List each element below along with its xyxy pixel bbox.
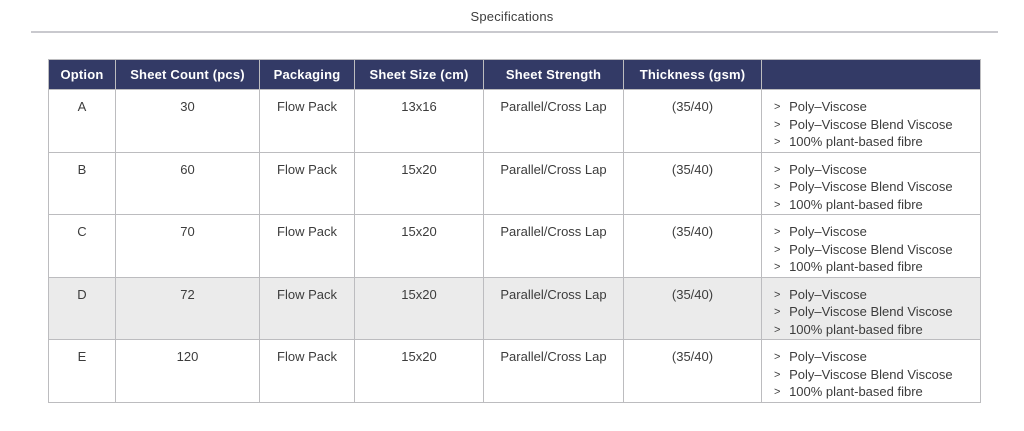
cell-sheet-strength: Parallel/Cross Lap <box>483 89 624 153</box>
header-thickness: Thickness (gsm) <box>623 59 762 90</box>
material-label: Poly–Viscose <box>789 161 867 177</box>
material-line: > Poly–Viscose Blend Viscose <box>774 304 974 322</box>
chevron-right-icon: > <box>774 351 781 363</box>
material-label: Poly–Viscose <box>789 349 867 364</box>
cell-option: A <box>48 89 116 153</box>
chevron-right-icon: > <box>774 198 781 211</box>
cell-sheet-count: 70 <box>115 214 260 278</box>
section-title: Specifications <box>470 9 554 24</box>
cell-sheet-strength: Parallel/Cross Lap <box>483 339 624 403</box>
material-label: Poly–Viscose <box>789 224 867 239</box>
material-label: Poly–Viscose Blend Viscose <box>789 304 953 319</box>
material-label: Poly–Viscose Blend Viscose <box>789 366 953 382</box>
material-label: 100% plant-based fibre <box>789 321 923 337</box>
cell-packaging: Flow Pack <box>259 339 355 403</box>
cell-sheet-size: 15x20 <box>354 214 484 278</box>
material-label: 100% plant-based fibre <box>789 196 923 212</box>
cell-materials: > Poly–Viscose > Poly–Viscose Blend Visc… <box>761 151 981 215</box>
cell-thickness: (35/40) <box>623 339 762 403</box>
cell-packaging: Flow Pack <box>259 151 355 215</box>
table-row: E 120 Flow Pack 15x20 Parallel/Cross Lap… <box>48 339 981 403</box>
material-line: > Poly–Viscose Blend Viscose <box>774 242 974 260</box>
chevron-right-icon: > <box>774 323 781 336</box>
cell-sheet-size: 13x16 <box>354 89 484 153</box>
cell-sheet-size: 15x20 <box>354 276 484 340</box>
material-line: > 100% plant-based fibre <box>774 384 974 402</box>
chevron-right-icon: > <box>774 243 781 256</box>
cell-materials: > Poly–Viscose > Poly–Viscose Blend Visc… <box>761 214 981 278</box>
cell-thickness: (35/40) <box>623 276 762 340</box>
cell-sheet-strength: Parallel/Cross Lap <box>483 214 624 278</box>
material-line: > 100% plant-based fibre <box>774 322 974 340</box>
chevron-right-icon: > <box>774 306 781 318</box>
chevron-right-icon: > <box>774 261 781 273</box>
cell-sheet-count: 72 <box>115 276 260 340</box>
table-row: D 72 Flow Pack 15x20 Parallel/Cross Lap … <box>48 276 981 340</box>
material-label: 100% plant-based fibre <box>789 384 923 399</box>
table-body: A 30 Flow Pack 13x16 Parallel/Cross Lap … <box>48 89 981 403</box>
cell-option: E <box>48 339 116 403</box>
material-line: > Poly–Viscose Blend Viscose <box>774 367 974 385</box>
specifications-table: Option Sheet Count (pcs) Packaging Sheet… <box>48 59 981 403</box>
chevron-right-icon: > <box>774 226 781 238</box>
material-line: > Poly–Viscose <box>774 224 974 242</box>
header-sheet-size: Sheet Size (cm) <box>354 59 484 90</box>
chevron-right-icon: > <box>774 118 781 131</box>
chevron-right-icon: > <box>774 163 781 176</box>
material-line: > Poly–Viscose Blend Viscose <box>774 179 974 197</box>
material-label: Poly–Viscose <box>789 286 867 302</box>
header-packaging: Packaging <box>259 59 355 90</box>
title-divider <box>31 31 998 33</box>
material-line: > Poly–Viscose Blend Viscose <box>774 117 974 135</box>
chevron-right-icon: > <box>774 288 781 301</box>
chevron-right-icon: > <box>774 368 781 381</box>
cell-materials: > Poly–Viscose > Poly–Viscose Blend Visc… <box>761 276 981 340</box>
cell-thickness: (35/40) <box>623 151 762 215</box>
material-label: Poly–Viscose Blend Viscose <box>789 179 953 194</box>
material-label: Poly–Viscose <box>789 99 867 114</box>
material-line: > Poly–Viscose <box>774 162 974 180</box>
material-label: Poly–Viscose Blend Viscose <box>789 116 953 132</box>
cell-option: D <box>48 276 116 340</box>
cell-sheet-size: 15x20 <box>354 339 484 403</box>
material-line: > 100% plant-based fibre <box>774 259 974 277</box>
table-row: B 60 Flow Pack 15x20 Parallel/Cross Lap … <box>48 151 981 215</box>
header-materials <box>761 59 981 90</box>
material-line: > 100% plant-based fibre <box>774 197 974 215</box>
cell-thickness: (35/40) <box>623 89 762 153</box>
cell-thickness: (35/40) <box>623 214 762 278</box>
header-sheet-strength: Sheet Strength <box>483 59 624 90</box>
cell-packaging: Flow Pack <box>259 276 355 340</box>
material-line: > 100% plant-based fibre <box>774 134 974 152</box>
table-header-row: Option Sheet Count (pcs) Packaging Sheet… <box>48 59 981 90</box>
cell-sheet-size: 15x20 <box>354 151 484 215</box>
cell-sheet-strength: Parallel/Cross Lap <box>483 151 624 215</box>
chevron-right-icon: > <box>774 386 781 398</box>
table-row: C 70 Flow Pack 15x20 Parallel/Cross Lap … <box>48 214 981 278</box>
cell-materials: > Poly–Viscose > Poly–Viscose Blend Visc… <box>761 89 981 153</box>
cell-option: C <box>48 214 116 278</box>
chevron-right-icon: > <box>774 101 781 113</box>
material-line: > Poly–Viscose <box>774 99 974 117</box>
header-option: Option <box>48 59 116 90</box>
material-label: Poly–Viscose Blend Viscose <box>789 241 953 257</box>
cell-sheet-count: 30 <box>115 89 260 153</box>
cell-sheet-count: 60 <box>115 151 260 215</box>
header-sheet-count: Sheet Count (pcs) <box>115 59 260 90</box>
material-label: 100% plant-based fibre <box>789 259 923 274</box>
cell-sheet-strength: Parallel/Cross Lap <box>483 276 624 340</box>
chevron-right-icon: > <box>774 136 781 148</box>
cell-packaging: Flow Pack <box>259 89 355 153</box>
table-row: A 30 Flow Pack 13x16 Parallel/Cross Lap … <box>48 89 981 153</box>
material-line: > Poly–Viscose <box>774 349 974 367</box>
cell-materials: > Poly–Viscose > Poly–Viscose Blend Visc… <box>761 339 981 403</box>
cell-packaging: Flow Pack <box>259 214 355 278</box>
material-label: 100% plant-based fibre <box>789 134 923 149</box>
chevron-right-icon: > <box>774 181 781 193</box>
cell-sheet-count: 120 <box>115 339 260 403</box>
cell-option: B <box>48 151 116 215</box>
material-line: > Poly–Viscose <box>774 287 974 305</box>
